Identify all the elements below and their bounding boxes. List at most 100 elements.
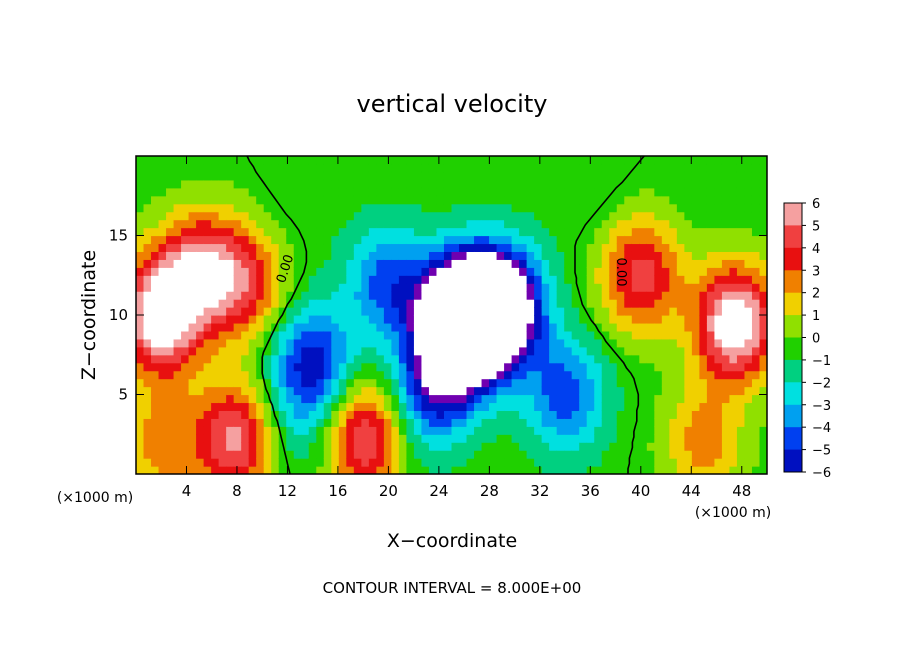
heatmap-cell [391, 362, 400, 372]
heatmap-cell [556, 307, 565, 316]
heatmap-cell [436, 179, 445, 189]
heatmap-cell [579, 267, 588, 276]
heatmap-cell [256, 338, 265, 348]
heatmap-cell [293, 275, 302, 284]
y-tick-label: 15 [109, 227, 128, 245]
heatmap-cell [699, 466, 708, 474]
heatmap-cell [526, 299, 535, 308]
heatmap-cell [474, 338, 483, 348]
heatmap-cell [579, 450, 588, 459]
heatmap-cell [353, 378, 362, 388]
heatmap-cell [248, 235, 257, 245]
heatmap-cell [353, 394, 362, 404]
heatmap-cell [263, 283, 272, 292]
heatmap-cell [534, 291, 543, 300]
heatmap-cell [541, 450, 550, 459]
heatmap-cell [196, 402, 205, 411]
colorbar-tick-label: 1 [812, 309, 820, 324]
heatmap-cell [526, 346, 535, 356]
heatmap-cell [136, 386, 145, 396]
heatmap-cell [293, 378, 302, 388]
heatmap-cell [151, 410, 160, 419]
heatmap-cell [188, 426, 197, 435]
heatmap-cell [211, 442, 220, 451]
heatmap-cell [151, 211, 160, 221]
heatmap-cell [481, 378, 490, 388]
heatmap-cell [661, 402, 670, 411]
heatmap-cell [594, 235, 603, 245]
heatmap-cell [729, 283, 738, 292]
heatmap-cell [188, 219, 197, 229]
heatmap-cell [278, 171, 287, 181]
heatmap-cell [466, 402, 475, 411]
heatmap-cell [136, 291, 145, 300]
heatmap-cell [218, 275, 227, 284]
heatmap-cell [173, 299, 182, 308]
heatmap-cell [736, 259, 746, 268]
heatmap-cell [654, 418, 663, 427]
heatmap-cell [496, 203, 505, 213]
heatmap-cell [579, 219, 588, 229]
heatmap-cell [308, 418, 317, 427]
heatmap-cell [601, 171, 610, 181]
heatmap-cell [143, 322, 152, 332]
heatmap-cell [504, 378, 513, 388]
heatmap-cell [624, 418, 633, 427]
heatmap-cell [383, 434, 392, 443]
heatmap-cell [428, 163, 438, 173]
heatmap-cell [188, 163, 197, 173]
heatmap-cell [308, 219, 317, 229]
heatmap-cell [428, 346, 438, 356]
heatmap-cell [594, 299, 603, 308]
heatmap-cell [459, 179, 468, 189]
heatmap-cell [211, 450, 220, 459]
heatmap-cell [308, 235, 317, 245]
heatmap-cell [323, 267, 332, 276]
heatmap-cell [383, 410, 392, 419]
heatmap-cell [601, 458, 610, 467]
heatmap-cell [316, 418, 325, 427]
heatmap-cell [256, 219, 265, 229]
heatmap-cell [474, 362, 483, 372]
heatmap-cell [489, 219, 498, 229]
heatmap-cell [338, 410, 347, 419]
heatmap-cell [571, 156, 580, 165]
heatmap-cell [736, 291, 746, 300]
heatmap-cell [196, 426, 205, 435]
heatmap-cell [751, 426, 761, 435]
heatmap-cell [391, 219, 400, 229]
heatmap-cell [744, 322, 753, 332]
heatmap-cell [541, 163, 550, 173]
heatmap-cell [436, 458, 445, 467]
heatmap-cell [376, 458, 385, 467]
heatmap-cell [293, 291, 302, 300]
heatmap-cell [601, 275, 610, 284]
heatmap-cell [443, 322, 453, 332]
heatmap-cell [413, 402, 423, 411]
heatmap-cell [549, 171, 558, 181]
heatmap-cell [706, 354, 716, 364]
heatmap-cell [706, 346, 716, 356]
heatmap-cell [173, 330, 182, 340]
heatmap-cell [729, 402, 738, 411]
heatmap-cell [729, 434, 738, 443]
heatmap-cell [759, 458, 767, 467]
heatmap-cell [166, 307, 175, 316]
heatmap-cell [744, 354, 753, 364]
heatmap-cell [729, 450, 738, 459]
heatmap-cell [571, 219, 580, 229]
x-tick-label: 36 [581, 482, 600, 500]
heatmap-cell [158, 386, 167, 396]
heatmap-cell [721, 418, 731, 427]
heatmap-cell [391, 402, 400, 411]
heatmap-cell [511, 410, 520, 419]
heatmap-cell [428, 243, 438, 252]
heatmap-cell [398, 315, 408, 324]
heatmap-cell [293, 187, 302, 197]
heatmap-cell [526, 338, 535, 348]
heatmap-cell [654, 426, 663, 435]
heatmap-cell [459, 259, 468, 268]
heatmap-cell [714, 402, 723, 411]
heatmap-cell [136, 466, 145, 474]
heatmap-cell [421, 466, 430, 474]
